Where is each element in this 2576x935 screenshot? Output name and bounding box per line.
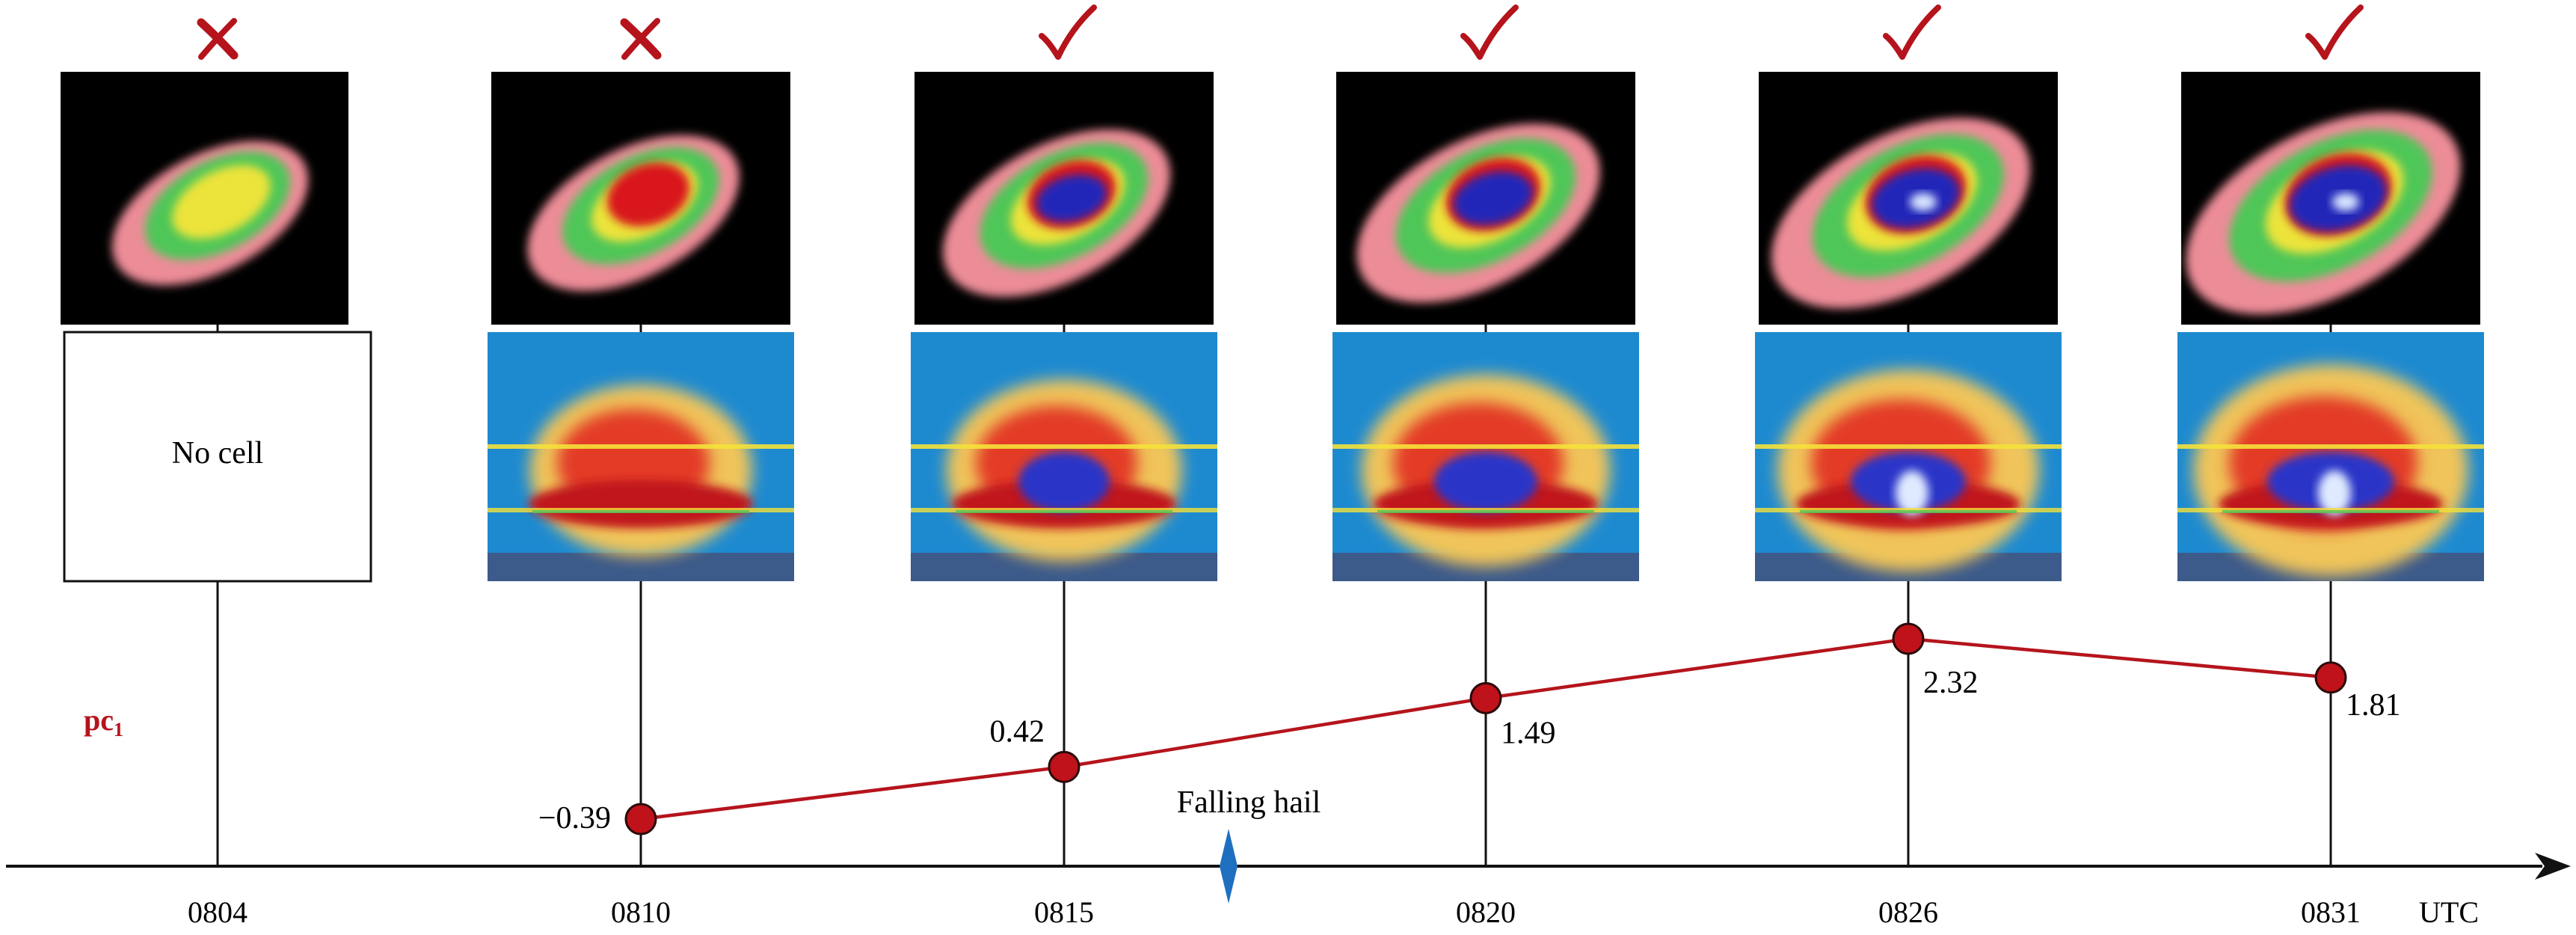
pc1-point-0831 (2314, 661, 2347, 694)
falling-hail-label: Falling hail (1177, 785, 1321, 820)
pc1-value-0810: −0.39 (538, 801, 611, 836)
pc1-value-labels: −0.39 0.42 1.49 2.32 1.81 (538, 666, 2401, 836)
pc1-value-0820: 1.49 (1501, 716, 1556, 750)
reflectivity-image-0820 (1336, 72, 1635, 325)
time-label-0826: 0826 (1878, 895, 1938, 929)
falling-hail-event: Falling hail (1177, 785, 1321, 904)
pc1-axis-label: pc1 (84, 703, 123, 741)
reflectivity-image-0804 (61, 72, 348, 325)
reflectivity-image-0831 (2181, 72, 2480, 325)
time-label-0810: 0810 (611, 895, 671, 929)
structure-image-0815 (911, 332, 1217, 581)
check-mark-0831 (2305, 4, 2364, 60)
structure-image-0826 (1755, 332, 2062, 581)
pc1-value-0826: 2.32 (1923, 666, 1979, 700)
pc1-point-0820 (1469, 681, 1502, 714)
reflectivity-image-0815 (914, 72, 1214, 325)
pc1-point-0810 (624, 803, 657, 836)
time-label-0831: 0831 (2301, 895, 2361, 929)
radar-reflectivity-images (61, 72, 2480, 325)
check-mark-0820 (1460, 4, 1519, 60)
pc1-point-0826 (1892, 622, 1925, 655)
falling-hail-marker (1220, 829, 1238, 904)
time-label-0820: 0820 (1456, 895, 1516, 929)
check-mark-0815 (1039, 4, 1097, 60)
structure-image-0820 (1332, 332, 1639, 581)
time-label-0804: 0804 (188, 895, 248, 929)
check-mark-0826 (1883, 4, 1941, 60)
hail-detection-marks (197, 4, 2364, 60)
time-label-0815: 0815 (1034, 895, 1094, 929)
reflectivity-image-0810 (491, 72, 790, 325)
reflectivity-image-0826 (1759, 72, 2058, 325)
pc1-points (624, 622, 2347, 836)
structure-image-0831 (2177, 332, 2484, 581)
structure-image-0810 (488, 332, 794, 581)
cross-mark-0804 (197, 18, 239, 60)
cross-mark-0810 (620, 18, 662, 60)
time-tick-labels: 0804 0810 0815 0820 0826 0831 (188, 895, 2361, 929)
utc-label: UTC (2419, 895, 2479, 929)
time-axis-arrowhead (2535, 853, 2571, 880)
no-cell-panel: No cell (63, 331, 372, 583)
pc1-value-0815: 0.42 (990, 714, 1045, 749)
pc1-value-0831: 1.81 (2346, 688, 2401, 723)
no-cell-label: No cell (172, 436, 263, 470)
radar-3d-structure-images (488, 332, 2484, 581)
time-axis (6, 853, 2571, 880)
pc1-point-0815 (1048, 750, 1080, 783)
